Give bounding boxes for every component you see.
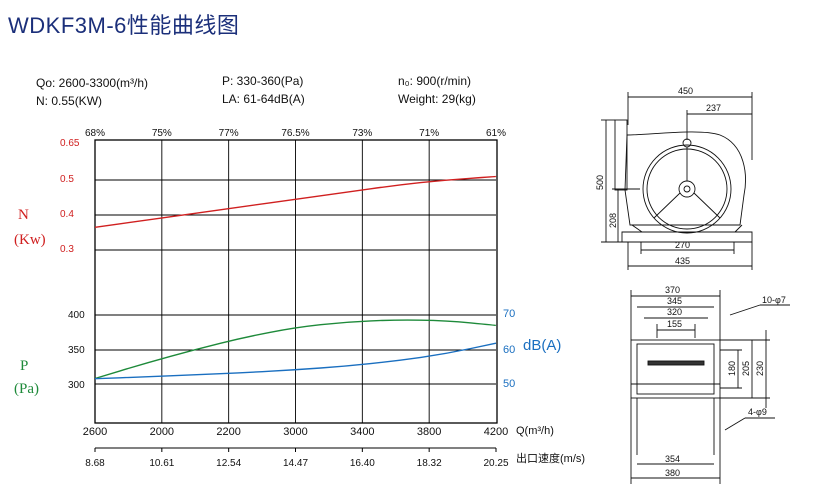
n-axis-unit: (Kw)	[14, 232, 46, 248]
velocity-tick-label: 10.61	[149, 458, 174, 469]
x-tick-label: 3000	[283, 426, 307, 438]
dim-180: 180	[727, 361, 737, 376]
series-line-p	[94, 319, 497, 380]
dim-155: 155	[667, 319, 682, 329]
dim-345: 345	[667, 296, 682, 306]
holes-top-label: 10-φ7	[762, 295, 786, 305]
efficiency-label: 76.5%	[281, 128, 309, 139]
dim-435: 435	[675, 256, 690, 266]
spec-weight: Weight: 29(kg)	[398, 92, 476, 106]
x-tick-label: 2000	[150, 426, 174, 438]
x-tick-label: 2200	[216, 426, 240, 438]
plot-frame	[94, 139, 498, 424]
dim-208: 208	[608, 213, 618, 228]
p-axis-label: P	[20, 358, 28, 374]
dim-230: 230	[755, 361, 765, 376]
dim-270: 270	[675, 240, 690, 250]
efficiency-label: 71%	[419, 128, 439, 139]
velocity-axis-title: 出口速度(m/s)	[516, 451, 585, 465]
db-tick-label: 70	[503, 308, 515, 320]
x-tick-label: 3800	[417, 426, 441, 438]
n-tick-label: 0.4	[60, 209, 74, 220]
holes-bottom-label: 4-φ9	[748, 407, 767, 417]
dim-205: 205	[741, 361, 751, 376]
spec-power: N: 0.55(KW)	[36, 94, 103, 108]
dim-370: 370	[665, 285, 680, 295]
p-tick-label: 300	[68, 380, 85, 391]
x-tick-label: 2600	[83, 426, 107, 438]
n-tick-label: 0.65	[60, 138, 80, 149]
efficiency-label: 73%	[352, 128, 372, 139]
velocity-tick-label: 12.54	[216, 458, 241, 469]
dim-380: 380	[665, 468, 680, 478]
velocity-tick-label: 8.68	[85, 458, 105, 469]
chart-curves	[94, 175, 497, 380]
spec-noise: LA: 61-64dB(A)	[222, 92, 305, 106]
bottom-view-drawing	[630, 290, 790, 484]
spec-pressure: P: 330-360(Pa)	[222, 74, 304, 88]
n-tick-label: 0.3	[60, 244, 74, 255]
chart-grid	[95, 140, 496, 423]
velocity-tick-label: 20.25	[483, 458, 508, 469]
velocity-tick-label: 16.40	[350, 458, 375, 469]
efficiency-label: 68%	[85, 128, 105, 139]
series-line-n	[94, 175, 497, 228]
efficiency-label: 75%	[152, 128, 172, 139]
n-tick-label: 0.5	[60, 174, 74, 185]
efficiency-label: 77%	[219, 128, 239, 139]
p-axis-unit: (Pa)	[14, 381, 39, 397]
efficiency-label: 61%	[486, 128, 506, 139]
n-axis-label: N	[18, 207, 29, 223]
p-tick-label: 400	[68, 310, 85, 321]
front-view-drawing	[601, 92, 753, 270]
db-axis-label: dB(A)	[523, 337, 561, 354]
x-axis-title: Q(m³/h)	[516, 425, 554, 437]
dim-450: 450	[678, 86, 693, 96]
dim-320: 320	[667, 307, 682, 317]
series-line-dba	[94, 342, 497, 380]
x-tick-label: 4200	[484, 426, 508, 438]
page-title: WDKF3M-6性能曲线图	[8, 13, 240, 38]
dim-354: 354	[665, 454, 680, 464]
dim-237: 237	[706, 103, 721, 113]
p-tick-label: 350	[68, 345, 85, 356]
dim-500: 500	[595, 175, 605, 190]
x-tick-label: 3400	[350, 426, 374, 438]
velocity-tick-label: 18.32	[417, 458, 442, 469]
db-tick-label: 50	[503, 378, 515, 390]
spec-speed: n₀: 900(r/min)	[398, 74, 472, 88]
spec-flow: Qo: 2600-3300(m³/h)	[36, 76, 149, 90]
velocity-tick-label: 14.47	[283, 458, 308, 469]
db-tick-label: 60	[503, 344, 515, 356]
